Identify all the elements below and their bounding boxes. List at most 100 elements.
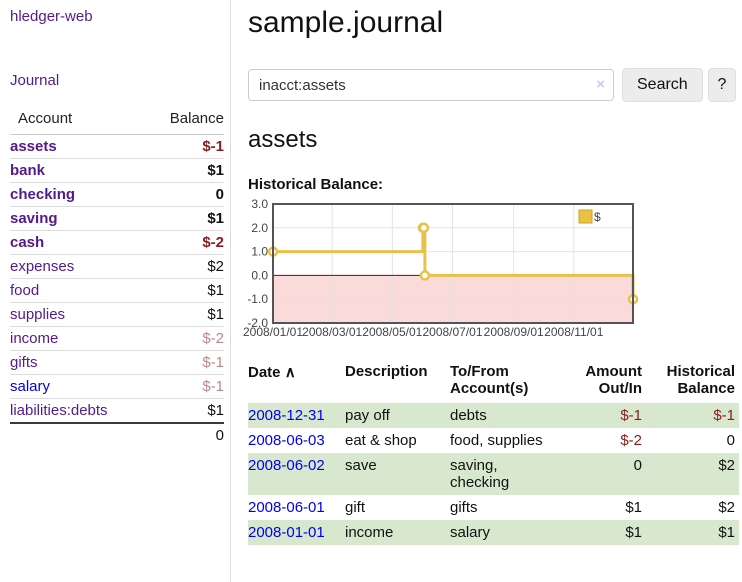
account-name-cell: bank: [10, 158, 148, 183]
transaction-accounts: debts: [450, 407, 487, 424]
transaction-balance: $2: [718, 499, 735, 516]
transaction-description: save: [345, 457, 377, 474]
transaction-date-link[interactable]: 2008-01-01: [248, 524, 325, 541]
x-axis-tick-label: 2008/03/01: [302, 325, 362, 339]
transaction-date-link[interactable]: 2008-06-01: [248, 499, 325, 516]
clear-search-icon[interactable]: ×: [596, 76, 605, 93]
column-header-amount: Amount Out/In: [585, 363, 642, 397]
account-balance: $1: [147, 278, 224, 303]
account-balance: $1: [147, 206, 224, 231]
column-header-date[interactable]: Date ∧: [248, 361, 345, 403]
account-link[interactable]: salary: [10, 378, 51, 395]
transaction-accounts: gifts: [450, 499, 478, 516]
search-input[interactable]: [248, 69, 614, 101]
account-row: expenses $2: [10, 254, 224, 279]
account-link[interactable]: cash: [10, 234, 45, 251]
account-balance: $-2: [147, 230, 224, 255]
transaction-row: 2008-06-03 eat & shop food, supplies $-2 0: [248, 428, 739, 453]
account-balance: $-2: [147, 326, 224, 351]
chart-container: $3.0 2.0 1.0 0.0 -1.0 -2.0 2008/01/01 2008/03/0…: [243, 197, 736, 341]
account-row: salary $-1: [10, 374, 224, 399]
sidebar-item-journal[interactable]: Journal: [10, 72, 60, 89]
x-axis-tick-label: 2008/07/01: [422, 325, 482, 339]
search-button[interactable]: Search: [622, 68, 703, 102]
account-link[interactable]: assets: [10, 138, 57, 155]
transaction-row: 2008-01-01 income salary $1 $1: [248, 520, 739, 545]
account-balance: 0: [147, 182, 224, 207]
transaction-accounts: saving, checking: [450, 457, 510, 491]
transaction-date-cell: 2008-12-31: [248, 403, 345, 428]
account-link[interactable]: saving: [10, 210, 58, 227]
transaction-date-cell: 2008-06-03: [248, 428, 345, 453]
x-axis-tick-label: 2008/09/01: [484, 325, 544, 339]
accounts-header-row: Account Balance: [10, 106, 224, 135]
account-row: gifts $-1: [10, 350, 224, 375]
account-link[interactable]: expenses: [10, 258, 75, 275]
account-row: liabilities:debts $1: [10, 399, 224, 424]
accounts-header-account: Account: [10, 106, 148, 135]
transaction-description: pay off: [345, 407, 390, 424]
transaction-row: 2008-06-02 save saving, checking 0 $2: [248, 453, 739, 495]
page-title: sample.journal: [248, 6, 444, 39]
transaction-amount: $-1: [620, 407, 642, 424]
transaction-date-link[interactable]: 2008-06-03: [248, 432, 325, 449]
transaction-amount: 0: [633, 457, 642, 474]
transaction-amount: $1: [625, 524, 642, 541]
search-box: ×: [248, 69, 614, 101]
transaction-row: 2008-12-31 pay off debts $-1 $-1: [248, 403, 739, 428]
account-balance: $-1: [147, 350, 224, 375]
account-name-cell: checking: [10, 182, 148, 207]
account-name-cell: gifts: [10, 350, 148, 375]
sidebar: hledger-web Journal Account Balance asse…: [0, 0, 231, 582]
transaction-accounts: food, supplies: [450, 432, 543, 449]
account-name-cell: cash: [10, 230, 148, 255]
account-link[interactable]: income: [10, 330, 59, 347]
plot-border: [272, 203, 634, 324]
transaction-balance: 0: [726, 432, 735, 449]
account-link[interactable]: supplies: [10, 306, 66, 323]
y-axis-tick-label: 0.0: [251, 268, 268, 282]
help-button[interactable]: ?: [708, 68, 736, 102]
transaction-date-cell: 2008-06-02: [248, 453, 345, 495]
y-axis-tick-label: 3.0: [251, 197, 268, 211]
account-name-cell: food: [10, 278, 148, 303]
transaction-balance: $2: [718, 457, 735, 474]
account-balance: $2: [147, 254, 224, 279]
account-name-cell: expenses: [10, 254, 148, 279]
account-name-cell: liabilities:debts: [10, 399, 148, 424]
account-link[interactable]: food: [10, 282, 40, 299]
transaction-date-cell: 2008-06-01: [248, 495, 345, 520]
account-row: checking 0: [10, 182, 224, 207]
transaction-row: 2008-06-01 gift gifts $1 $2: [248, 495, 739, 520]
account-name-cell: assets: [10, 134, 148, 159]
account-balance: $1: [147, 302, 224, 327]
transaction-date-link[interactable]: 2008-06-02: [248, 457, 325, 474]
search-form: × Search ?: [248, 68, 736, 102]
column-header-balance: Historical Balance: [666, 363, 735, 397]
accounts-total-row: 0: [10, 422, 224, 447]
account-row: income $-2: [10, 326, 224, 351]
account-row: supplies $1: [10, 302, 224, 327]
column-header-description: Description: [345, 363, 428, 380]
main-content: sample.journal × Search ? assets Histori…: [232, 0, 742, 545]
transaction-date-link[interactable]: 2008-12-31: [248, 407, 325, 424]
account-heading: assets: [248, 126, 318, 153]
data-point-marker: [419, 270, 431, 281]
account-link[interactable]: gifts: [10, 354, 38, 371]
transaction-date-cell: 2008-01-01: [248, 520, 345, 545]
account-link[interactable]: liabilities:debts: [10, 402, 108, 419]
account-link[interactable]: bank: [10, 162, 46, 179]
account-link[interactable]: checking: [10, 186, 76, 203]
y-axis-tick-label: -2.0: [247, 316, 268, 330]
transaction-accounts: salary: [450, 524, 491, 541]
accounts-table: Account Balance assets $-1 bank $1 checking 0…: [10, 106, 224, 447]
transaction-balance: $1: [718, 524, 735, 541]
x-axis-tick-label: 2008/11/01: [544, 325, 603, 339]
account-row: bank $1: [10, 158, 224, 183]
account-row: cash $-2: [10, 230, 224, 255]
legend-swatch: [578, 209, 593, 224]
app-brand-link[interactable]: hledger-web: [10, 8, 93, 25]
account-name-cell: salary: [10, 374, 148, 399]
transaction-description: eat & shop: [345, 432, 417, 449]
